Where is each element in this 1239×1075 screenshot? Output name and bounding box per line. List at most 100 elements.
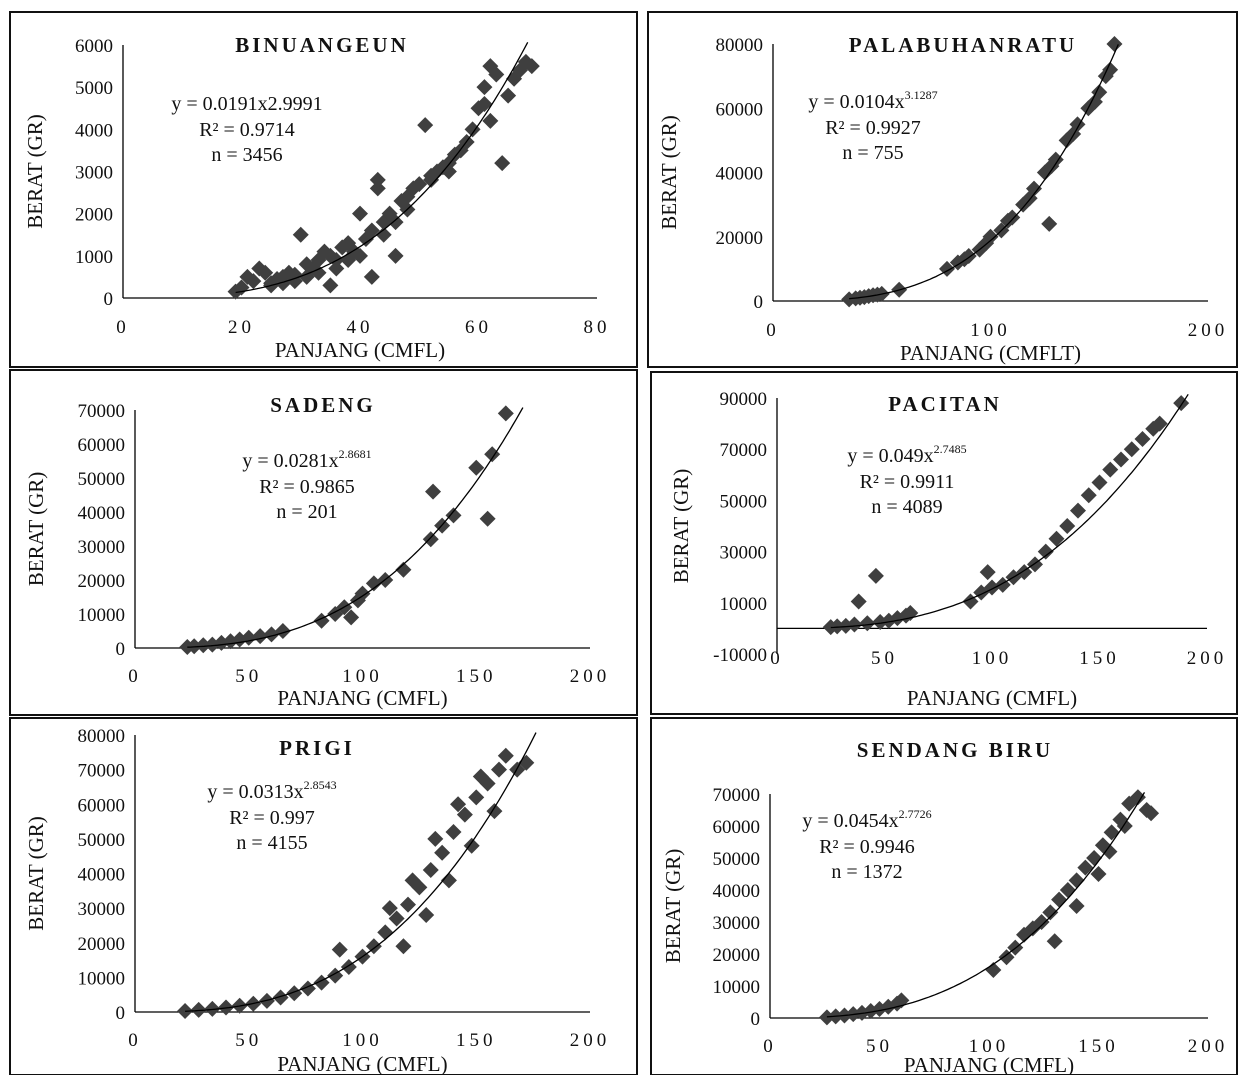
data-point bbox=[328, 260, 345, 277]
data-point bbox=[400, 896, 416, 913]
y-tick-label: 10000 bbox=[713, 977, 761, 998]
r-squared: R² = 0.9911 bbox=[860, 471, 955, 493]
data-point bbox=[472, 768, 489, 785]
data-point bbox=[999, 212, 1016, 229]
y-tick-label: 50000 bbox=[720, 491, 768, 512]
panel-title: PALABUHANRATU bbox=[849, 33, 1077, 57]
data-point bbox=[177, 1002, 194, 1019]
data-points bbox=[227, 53, 540, 300]
data-point bbox=[411, 176, 428, 193]
data-point bbox=[195, 637, 212, 654]
data-point bbox=[1102, 61, 1119, 78]
data-point bbox=[310, 252, 327, 269]
y-tick-label: 30000 bbox=[78, 899, 126, 920]
data-point bbox=[352, 205, 368, 222]
data-point bbox=[440, 163, 457, 180]
data-point bbox=[1103, 824, 1120, 841]
panel-title: PRIGI bbox=[279, 736, 355, 760]
x-axis-title: PANJANG (CMFL) bbox=[277, 686, 447, 710]
y-tick-label: 20000 bbox=[78, 571, 126, 592]
data-point bbox=[846, 616, 863, 633]
y-axis-title: BERAT (GR) bbox=[669, 469, 693, 584]
data-point bbox=[1080, 487, 1097, 504]
x-tick-label: 0 bbox=[116, 317, 130, 338]
data-point bbox=[377, 924, 394, 941]
data-point bbox=[365, 938, 382, 955]
data-point bbox=[476, 79, 493, 96]
r-squared: R² = 0.9865 bbox=[259, 476, 355, 498]
data-point bbox=[331, 941, 348, 958]
data-points bbox=[179, 405, 514, 655]
sample-size: n = 755 bbox=[842, 142, 903, 164]
x-tick-label: 50 bbox=[235, 666, 262, 687]
panel-title: SENDANG BIRU bbox=[857, 738, 1053, 762]
x-tick-label: 100 bbox=[342, 666, 383, 687]
y-tick-label: 60000 bbox=[78, 795, 126, 816]
panel-sadeng: 0 10000 20000 30000 40000 50000 60000 70000 0 50 1… bbox=[9, 369, 638, 716]
x-tick-label: 150 bbox=[456, 1030, 497, 1051]
data-point bbox=[979, 564, 996, 581]
data-point bbox=[497, 405, 514, 422]
panel-binuangeun: 0 1000 2000 3000 4000 5000 6000 0 20 40 60 80 PANJAN… bbox=[9, 11, 638, 368]
y-tick-label: 90000 bbox=[720, 389, 768, 410]
data-point bbox=[440, 872, 457, 889]
y-tick-label: 70000 bbox=[720, 440, 768, 461]
data-point bbox=[1046, 933, 1063, 950]
data-point bbox=[272, 989, 289, 1006]
data-point bbox=[322, 277, 339, 294]
data-point bbox=[1129, 789, 1146, 806]
y-tick-label: 30000 bbox=[78, 537, 126, 558]
x-tick-label: 0 bbox=[770, 648, 784, 669]
data-point bbox=[450, 796, 467, 813]
data-points bbox=[822, 395, 1190, 636]
data-point bbox=[491, 761, 507, 778]
y-tick-label: 20000 bbox=[713, 945, 761, 966]
data-point bbox=[1123, 441, 1140, 458]
data-point bbox=[434, 844, 451, 861]
data-point bbox=[274, 275, 291, 292]
y-axis-title: BERAT (GR) bbox=[657, 115, 681, 230]
y-tick-label: 3000 bbox=[75, 163, 113, 184]
x-axis-title: PANJANG (CMFL) bbox=[277, 1052, 447, 1075]
y-tick-label: 2000 bbox=[75, 205, 113, 226]
y-tick-label: 70000 bbox=[78, 401, 126, 422]
data-point bbox=[985, 962, 1002, 978]
y-tick-label: 0 bbox=[754, 292, 764, 313]
y-tick-label: 70000 bbox=[713, 785, 761, 806]
x-tick-label: 80 bbox=[584, 317, 611, 338]
data-point bbox=[363, 222, 380, 239]
y-axis-title: BERAT (GR) bbox=[23, 114, 47, 229]
data-point bbox=[494, 155, 511, 172]
x-tick-label: 20 bbox=[228, 317, 255, 338]
data-point bbox=[418, 907, 435, 924]
panel-frame bbox=[9, 717, 638, 1075]
data-point bbox=[1106, 36, 1123, 52]
data-point bbox=[310, 264, 327, 281]
r-squared: R² = 0.9946 bbox=[819, 836, 915, 858]
data-point bbox=[1048, 530, 1065, 547]
y-tick-label: 40000 bbox=[716, 164, 764, 185]
data-point bbox=[1043, 158, 1060, 175]
panel-frame bbox=[650, 717, 1238, 1075]
fit-equation: y = 0.0313x2.8543 bbox=[207, 778, 336, 803]
data-point bbox=[482, 112, 499, 129]
data-point bbox=[1068, 898, 1085, 914]
x-tick-label: 100 bbox=[972, 648, 1013, 669]
data-point bbox=[363, 268, 380, 285]
data-point bbox=[1042, 904, 1059, 921]
y-tick-label: 50000 bbox=[713, 849, 761, 870]
r-squared: R² = 0.997 bbox=[229, 807, 315, 829]
panel-frame bbox=[650, 371, 1238, 715]
data-point bbox=[867, 567, 884, 584]
data-point bbox=[497, 747, 514, 764]
x-tick-label: 150 bbox=[1079, 648, 1120, 669]
trend-line bbox=[187, 407, 524, 648]
data-point bbox=[1113, 451, 1129, 468]
y-tick-label: 70000 bbox=[78, 761, 126, 782]
data-point bbox=[479, 510, 496, 527]
data-point bbox=[1151, 415, 1168, 432]
y-tick-label: -10000 bbox=[713, 645, 767, 666]
y-tick-label: 60000 bbox=[716, 99, 764, 120]
y-tick-label: 0 bbox=[104, 289, 114, 310]
data-point bbox=[395, 561, 412, 578]
